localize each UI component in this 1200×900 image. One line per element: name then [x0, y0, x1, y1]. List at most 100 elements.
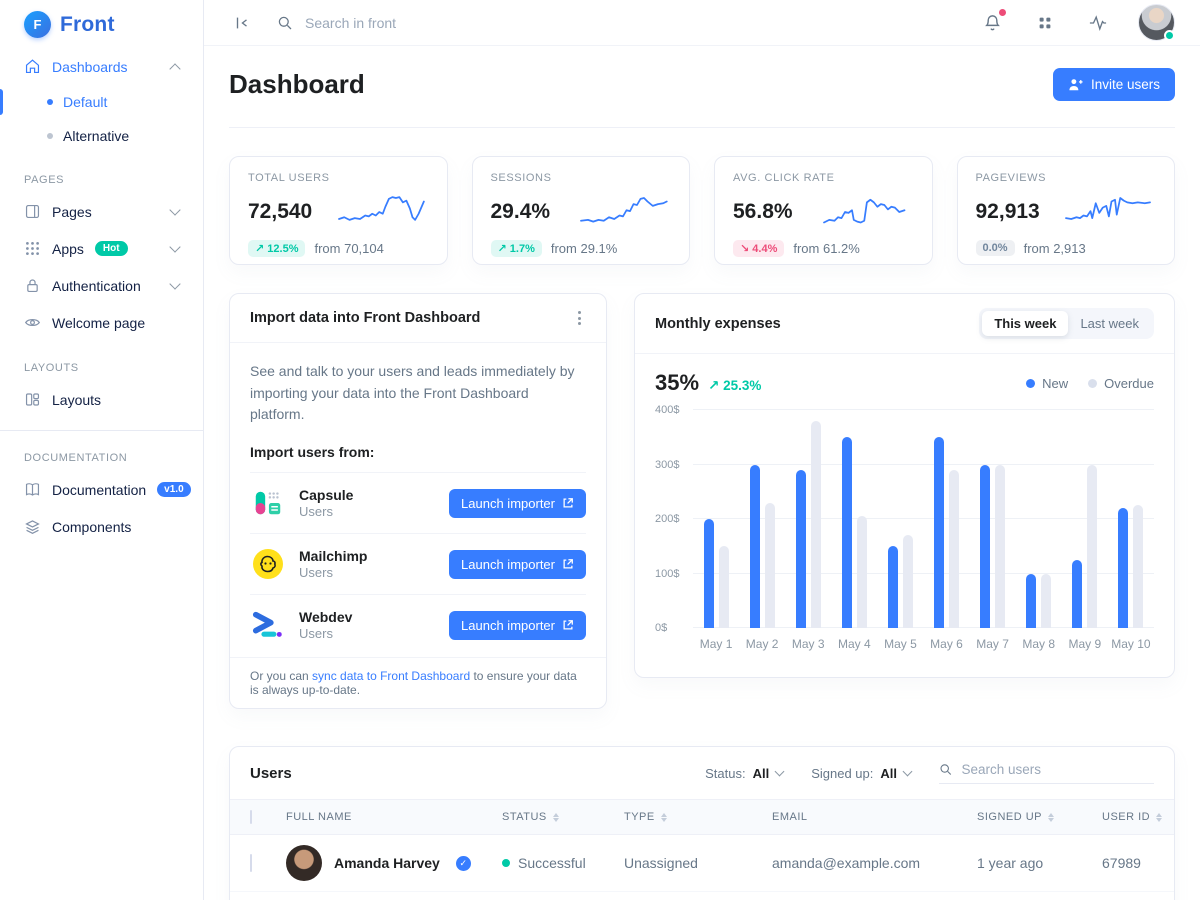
home-icon [24, 58, 41, 75]
search-icon [940, 764, 952, 775]
expenses-bars [693, 410, 1154, 628]
x-tick-label: May 10 [1111, 637, 1151, 651]
column-header-full-name[interactable]: Full name [274, 799, 490, 836]
global-search-input[interactable] [305, 14, 605, 31]
brand-logo[interactable]: F Front [0, 0, 203, 48]
bar-overdue [1041, 573, 1052, 628]
sidebar-section-pages: Pages [24, 174, 65, 186]
profile-avatar[interactable] [1138, 4, 1175, 41]
sidebar-item-documentation[interactable]: Documentation v1.0 [0, 471, 203, 508]
table-row: A Anne Richard Successful Subscription a… [230, 891, 1174, 900]
bar-overdue [856, 516, 867, 628]
collapse-sidebar-button[interactable] [229, 10, 255, 36]
row-checkbox[interactable] [250, 854, 252, 873]
sidebar-item-pages[interactable]: Pages [0, 193, 203, 230]
bar-new [749, 464, 760, 628]
x-tick-label: May 4 [837, 637, 871, 651]
sort-icon [1156, 812, 1163, 822]
legend-dot-overdue [1088, 378, 1098, 388]
sidebar-divider [0, 430, 203, 431]
bar-overdue [718, 546, 729, 628]
column-header-user-id[interactable]: User ID [1090, 799, 1174, 836]
stat-value: 92,913 [975, 200, 1040, 223]
x-tick-label: May 9 [1068, 637, 1102, 651]
sidebar-item-components[interactable]: Components [0, 508, 203, 545]
column-header-status[interactable]: Status [490, 799, 612, 836]
stat-from: from 2,913 [1023, 240, 1086, 256]
notification-dot [998, 8, 1007, 17]
mailchimp-logo-icon [250, 546, 286, 582]
global-search[interactable] [277, 14, 979, 31]
users-table-card: Users Status: All Signed up: All [229, 746, 1175, 900]
external-link-icon [563, 498, 573, 508]
delta-badge: ↘ 4.4% [733, 240, 785, 257]
bar-group [970, 410, 1016, 628]
layout-icon [24, 391, 41, 408]
stat-card-total-users: TOTAL USERS 72,540 ↗ 12.5% from 70,104 [229, 156, 448, 265]
bar-group [693, 410, 739, 628]
sidebar: F Front Dashboards Default Alternative P… [0, 0, 204, 900]
sidebar-item-dashboards[interactable]: Dashboards [0, 48, 203, 85]
main-content: Dashboard Invite users TOTAL USERS 72,54… [204, 46, 1200, 900]
this-week-tab[interactable]: This week [982, 311, 1069, 336]
sidebar-subitem-alternative[interactable]: Alternative [0, 119, 203, 153]
launch-importer-button[interactable]: Launch importer [449, 549, 586, 579]
sidebar-item-welcome-page[interactable]: Welcome page [0, 304, 203, 341]
sidebar-item-apps[interactable]: Apps Hot [0, 230, 203, 267]
stat-value: 72,540 [248, 200, 313, 223]
launch-importer-button[interactable]: Launch importer [449, 610, 586, 640]
external-link-icon [563, 620, 573, 630]
signed-up-filter[interactable]: Signed up: All [811, 766, 913, 781]
stat-label: PAGEVIEWS [975, 172, 1047, 184]
bar-overdue [949, 469, 960, 628]
user-plus-icon [1069, 79, 1083, 91]
column-header-email[interactable]: Email [760, 799, 965, 836]
sort-icon [660, 812, 667, 822]
page-title: Dashboard [229, 69, 365, 99]
pages-icon [24, 203, 41, 220]
stat-card-pageviews: PAGEVIEWS 92,913 0.0% from 2,913 [956, 156, 1175, 265]
stat-card-sessions: SESSIONS 29.4% ↗ 1.7% from 29.1% [471, 156, 690, 265]
user-id: 67989 [1090, 834, 1174, 893]
delta-badge: 0.0% [975, 240, 1015, 256]
bar-overdue [1087, 464, 1098, 628]
users-search[interactable] [939, 762, 1154, 785]
sidebar-subitem-default[interactable]: Default [0, 85, 203, 119]
user-email: anne@example.com [760, 891, 965, 900]
bar-new [887, 546, 898, 628]
expenses-bar-chart: 0$ 100$ 200$ 300$ 400$ [655, 404, 1154, 634]
import-data-card: Import data into Front Dashboard See and… [229, 293, 607, 710]
stat-value: 29.4% [490, 200, 551, 223]
users-search-input[interactable] [961, 762, 1154, 778]
apps-launcher-button[interactable] [1032, 10, 1058, 36]
select-all-checkbox[interactable] [250, 810, 252, 825]
notifications-button[interactable] [979, 8, 1007, 36]
user-name[interactable]: Amanda Harvey [334, 855, 440, 872]
stat-label: SESSIONS [490, 172, 552, 184]
status-filter[interactable]: Status: All [705, 766, 785, 781]
invite-users-button[interactable]: Invite users [1052, 68, 1175, 101]
expenses-x-labels: May 1 May 2 May 3 May 4 May 5 May 6 May 7 May 8… [693, 637, 1154, 651]
lock-icon [24, 277, 41, 294]
sparkline-chart [337, 196, 425, 221]
brand-name: Front [60, 12, 115, 36]
expenses-card-title: Monthly expenses [655, 315, 781, 332]
sort-icon [1048, 812, 1055, 822]
bar-group [785, 410, 831, 628]
gridline [693, 518, 1154, 519]
bar-new [980, 464, 991, 628]
activity-button[interactable] [1084, 10, 1112, 36]
column-header-signed-up[interactable]: Signed up [965, 799, 1090, 836]
last-week-tab[interactable]: Last week [1068, 311, 1151, 336]
column-header-type[interactable]: Type [612, 799, 760, 836]
launch-importer-button[interactable]: Launch importer [449, 488, 586, 518]
sidebar-item-authentication[interactable]: Authentication [0, 267, 203, 304]
import-list-heading: Import users from: [250, 444, 375, 461]
legend-dot-new [1026, 378, 1036, 388]
more-options-icon[interactable] [573, 308, 586, 328]
bar-group [1016, 410, 1062, 628]
user-email: amanda@example.com [760, 834, 965, 893]
stat-label: TOTAL USERS [248, 172, 330, 184]
sync-data-link[interactable]: sync data to Front Dashboard [312, 669, 471, 684]
sidebar-item-layouts[interactable]: Layouts [0, 381, 203, 418]
